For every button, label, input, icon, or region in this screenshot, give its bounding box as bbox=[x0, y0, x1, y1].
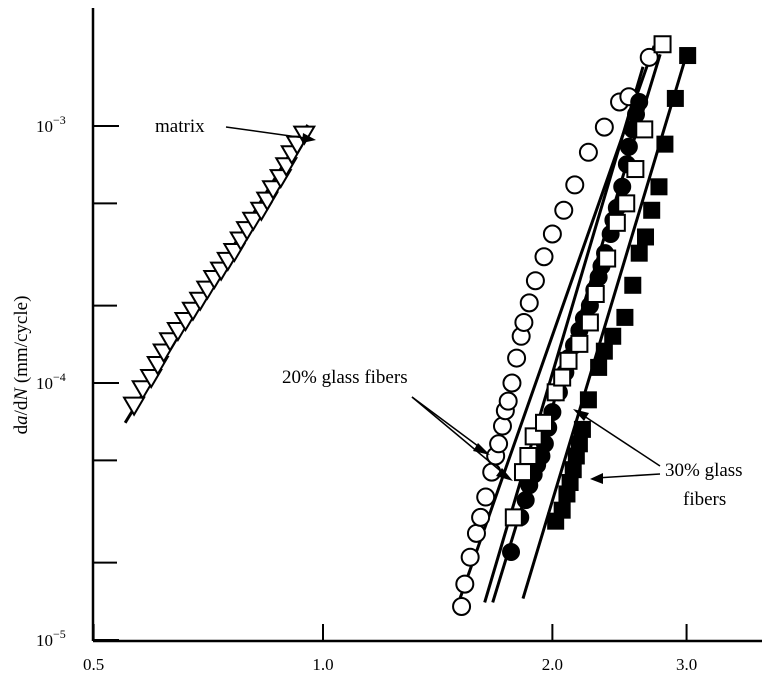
marker-square-filled bbox=[651, 179, 667, 195]
y-axis-label-part: /d bbox=[11, 400, 32, 415]
y-tick-label-exponent: −3 bbox=[53, 113, 66, 127]
x-tick-label: 0.5 bbox=[83, 655, 104, 674]
marker-circle-open bbox=[483, 464, 500, 481]
marker-square-open bbox=[548, 384, 564, 400]
marker-square-open bbox=[609, 215, 625, 231]
y-axis-label-part: (mm/cycle) bbox=[11, 296, 32, 388]
marker-circle-open bbox=[508, 350, 525, 367]
glass30-arrow-line-2 bbox=[596, 474, 660, 478]
glass30-label-line2: fibers bbox=[683, 489, 726, 510]
glass30-arrow-head-2 bbox=[590, 473, 603, 484]
marker-square-open bbox=[506, 509, 522, 525]
marker-triangle-open bbox=[124, 398, 144, 415]
marker-square-filled bbox=[625, 277, 641, 293]
marker-square-filled bbox=[631, 245, 647, 261]
marker-square-open bbox=[655, 36, 671, 52]
x-ticks: 0.5 1.0 2.0 3.0 bbox=[83, 624, 697, 674]
marker-circle-open bbox=[566, 176, 583, 193]
y-tick-label-base: 10 bbox=[36, 374, 53, 393]
glass30-label-line1: 30% glass bbox=[665, 460, 743, 481]
y-axis-label: da/dN (mm/cycle) bbox=[11, 296, 32, 435]
marker-circle-open bbox=[596, 119, 613, 136]
marker-circle-open bbox=[453, 598, 470, 615]
marker-circle-open bbox=[456, 576, 473, 593]
y-tick-label-exponent: −5 bbox=[53, 627, 66, 641]
y-tick-label: 10−3 bbox=[36, 113, 66, 136]
marker-square-open bbox=[561, 353, 577, 369]
data-markers bbox=[124, 36, 696, 615]
marker-square-filled bbox=[554, 502, 570, 518]
marker-square-filled bbox=[638, 229, 654, 245]
marker-circle-open bbox=[468, 525, 485, 542]
marker-square-open bbox=[636, 121, 652, 137]
marker-circle-open bbox=[494, 418, 511, 435]
marker-circle-filled bbox=[503, 543, 520, 560]
marker-circle-filled bbox=[614, 178, 631, 195]
x-tick-label: 3.0 bbox=[676, 655, 697, 674]
glass30-arrow-line-1 bbox=[578, 412, 660, 466]
y-tick-label-exponent: −4 bbox=[53, 370, 66, 384]
y-axis-label-part: d bbox=[11, 424, 32, 434]
marker-circle-filled bbox=[620, 138, 637, 155]
marker-square-open bbox=[554, 370, 570, 386]
marker-circle-open bbox=[527, 272, 544, 289]
marker-circle-filled bbox=[631, 93, 648, 110]
annotations: matrix 20% glass fibers 30% glass fibers bbox=[155, 116, 743, 510]
marker-circle-open bbox=[521, 294, 538, 311]
marker-square-filled bbox=[667, 90, 683, 106]
y-ticks: 10−310−410−5 bbox=[36, 113, 119, 650]
y-tick-label: 10−5 bbox=[36, 627, 66, 650]
matrix-label: matrix bbox=[155, 116, 205, 137]
marker-square-open bbox=[515, 464, 531, 480]
x-tick-label: 2.0 bbox=[542, 655, 563, 674]
marker-square-filled bbox=[617, 309, 633, 325]
marker-square-filled bbox=[657, 136, 673, 152]
marker-circle-open bbox=[515, 314, 532, 331]
marker-square-filled bbox=[574, 421, 590, 437]
x-tick-label: 1.0 bbox=[312, 655, 333, 674]
marker-circle-filled bbox=[517, 492, 534, 509]
marker-square-open bbox=[582, 314, 598, 330]
marker-circle-open bbox=[536, 248, 553, 265]
marker-square-filled bbox=[580, 392, 596, 408]
y-tick-label: 10−4 bbox=[36, 370, 66, 393]
marker-square-open bbox=[536, 415, 552, 431]
y-tick-label-base: 10 bbox=[36, 117, 53, 136]
marker-square-open bbox=[618, 195, 634, 211]
marker-square-open bbox=[588, 286, 604, 302]
y-tick-label-base: 10 bbox=[36, 631, 53, 650]
marker-circle-open bbox=[472, 509, 489, 526]
marker-circle-open bbox=[477, 489, 494, 506]
marker-square-open bbox=[599, 251, 615, 267]
marker-circle-open bbox=[580, 144, 597, 161]
marker-circle-open bbox=[555, 202, 572, 219]
marker-square-filled bbox=[680, 48, 696, 64]
marker-square-open bbox=[627, 161, 643, 177]
marker-circle-open bbox=[544, 225, 561, 242]
glass20-label: 20% glass fibers bbox=[282, 367, 408, 388]
glass20-arrow-line-1 bbox=[412, 397, 486, 452]
marker-circle-open bbox=[503, 375, 520, 392]
marker-square-open bbox=[571, 336, 587, 352]
marker-square-filled bbox=[571, 436, 587, 452]
y-axis-label-part: a bbox=[11, 415, 32, 425]
marker-square-filled bbox=[605, 328, 621, 344]
marker-square-filled bbox=[644, 202, 660, 218]
marker-square-filled bbox=[591, 359, 607, 375]
marker-circle-open bbox=[500, 393, 517, 410]
marker-square-filled bbox=[596, 343, 612, 359]
axes bbox=[93, 8, 762, 641]
marker-square-open bbox=[520, 448, 536, 464]
marker-circle-open bbox=[490, 435, 507, 452]
marker-circle-open bbox=[462, 549, 479, 566]
